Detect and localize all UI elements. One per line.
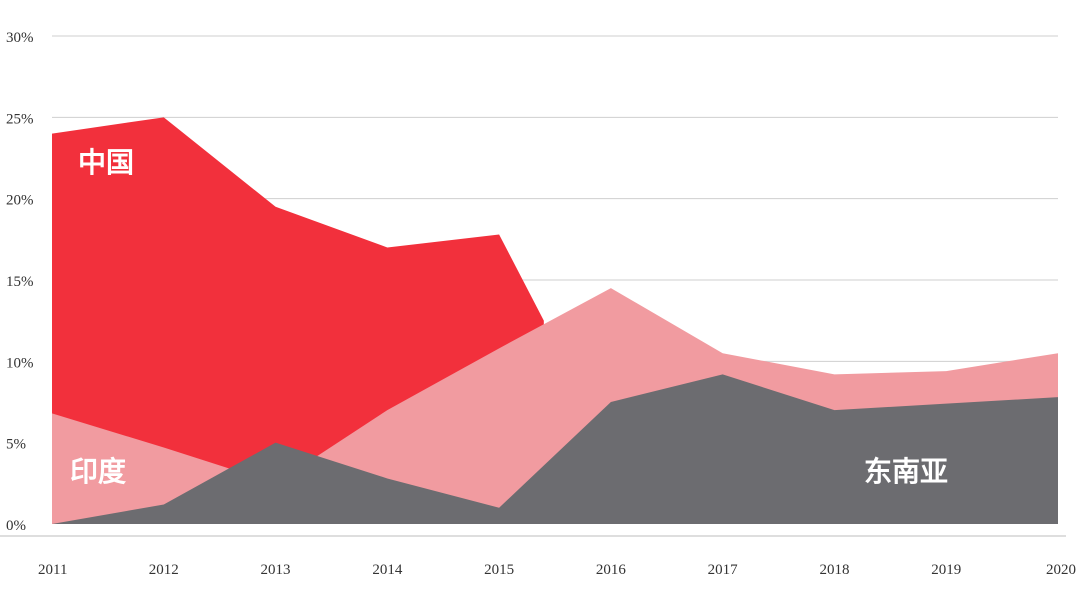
y-tick-label: 10%: [6, 355, 34, 371]
y-tick-label: 5%: [6, 437, 26, 453]
x-tick-label: 2011: [38, 562, 67, 578]
x-tick-label: 2018: [819, 562, 849, 578]
series-label: 中国: [78, 146, 134, 179]
x-tick-label: 2014: [372, 562, 403, 578]
series-label: 东南亚: [864, 455, 948, 488]
y-tick-label: 30%: [6, 30, 34, 46]
y-tick-label: 0%: [6, 518, 26, 534]
x-tick-label: 2013: [261, 562, 291, 578]
axes: 0% 5% 10% 15% 20% 25% 30% 2011 2012 2013 2014 2015 2…: [0, 30, 1076, 578]
x-tick-label: 2015: [484, 562, 514, 578]
x-tick-label: 2019: [931, 562, 961, 578]
y-tick-label: 15%: [6, 274, 34, 290]
area-东南亚: [52, 374, 1058, 524]
series-areas: [52, 117, 1058, 524]
x-tick-label: 2016: [596, 562, 627, 578]
y-tick-label: 20%: [6, 193, 34, 209]
x-tick-label: 2017: [708, 562, 739, 578]
y-tick-label: 25%: [6, 111, 34, 127]
series-label: 印度: [70, 455, 126, 488]
x-tick-label: 2012: [149, 562, 179, 578]
x-tick-label: 2020: [1046, 562, 1076, 578]
